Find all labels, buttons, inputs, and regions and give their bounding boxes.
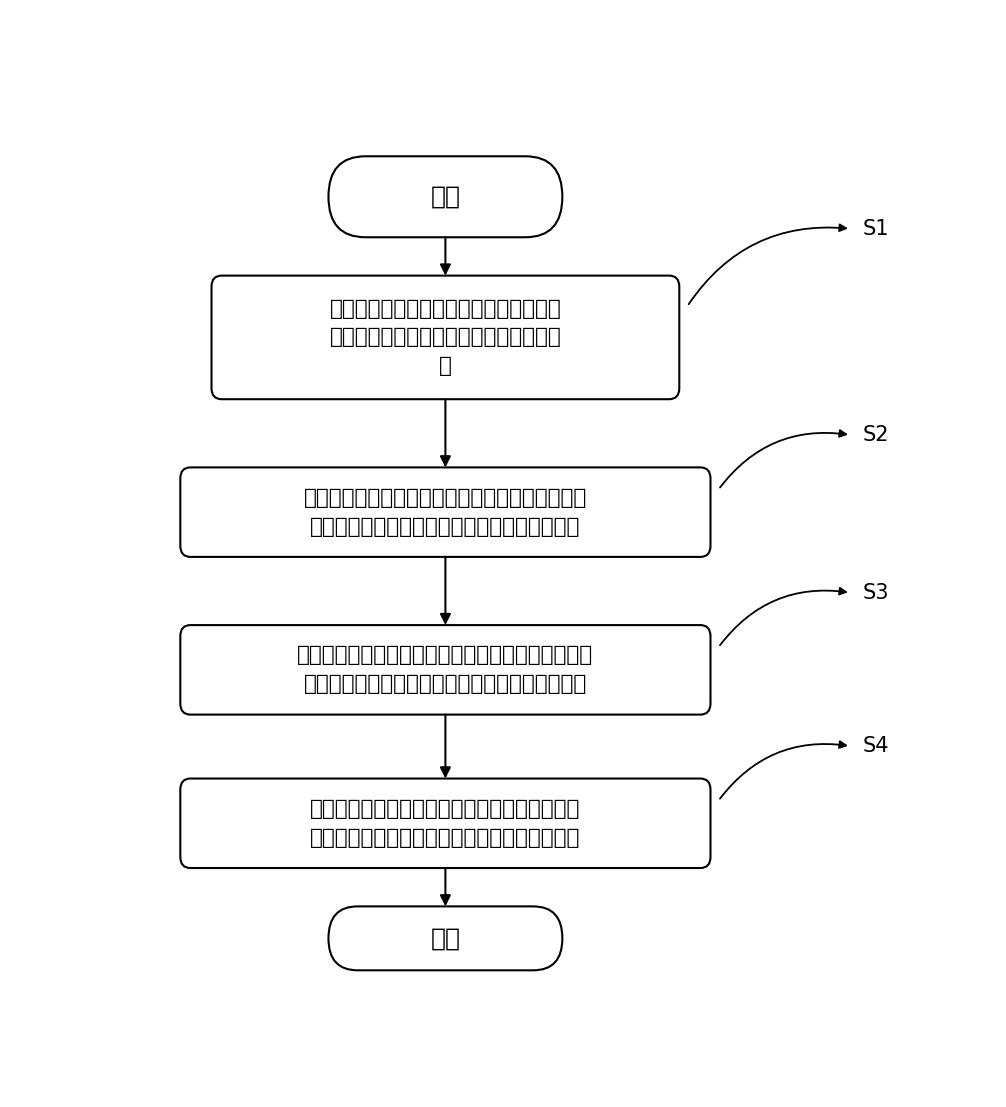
- FancyBboxPatch shape: [180, 778, 710, 868]
- Text: 获取输入变量和输出变量的数据集，建立再生器焦炭
含量的预测模型，对再生器焦炭含量进行在线预测: 获取输入变量和输出变量的数据集，建立再生器焦炭 含量的预测模型，对再生器焦炭含量…: [298, 645, 594, 694]
- Text: S3: S3: [862, 582, 889, 602]
- FancyBboxPatch shape: [328, 156, 562, 237]
- FancyBboxPatch shape: [180, 467, 710, 557]
- Text: 基于催化裂化装置的参数化数学模型，获取旋风分
离器温度以及再生器焦炭含量对应的最优设定值: 基于催化裂化装置的参数化数学模型，获取旋风分 离器温度以及再生器焦炭含量对应的最…: [304, 488, 588, 537]
- FancyBboxPatch shape: [211, 276, 679, 400]
- FancyArrowPatch shape: [689, 225, 846, 304]
- Text: 开始: 开始: [431, 185, 461, 209]
- FancyBboxPatch shape: [328, 907, 562, 971]
- FancyBboxPatch shape: [180, 625, 710, 715]
- FancyArrowPatch shape: [720, 431, 846, 487]
- Text: S1: S1: [862, 219, 889, 239]
- Text: 确定催化裂化装置中的被控变量，该被控
变量为旋风分离器温度以及再生器焦炭含
量: 确定催化裂化装置中的被控变量，该被控 变量为旋风分离器温度以及再生器焦炭含 量: [330, 299, 561, 376]
- Text: 利用反馈控制器对旋风分离器温度以及再生器焦
炭含量的软件测量模型的输出进行在线闭环控制: 利用反馈控制器对旋风分离器温度以及再生器焦 炭含量的软件测量模型的输出进行在线闭…: [310, 799, 580, 848]
- Text: S2: S2: [862, 425, 889, 445]
- Text: 结束: 结束: [431, 927, 461, 950]
- Text: S4: S4: [862, 736, 889, 756]
- FancyArrowPatch shape: [720, 588, 846, 645]
- FancyArrowPatch shape: [720, 742, 846, 798]
